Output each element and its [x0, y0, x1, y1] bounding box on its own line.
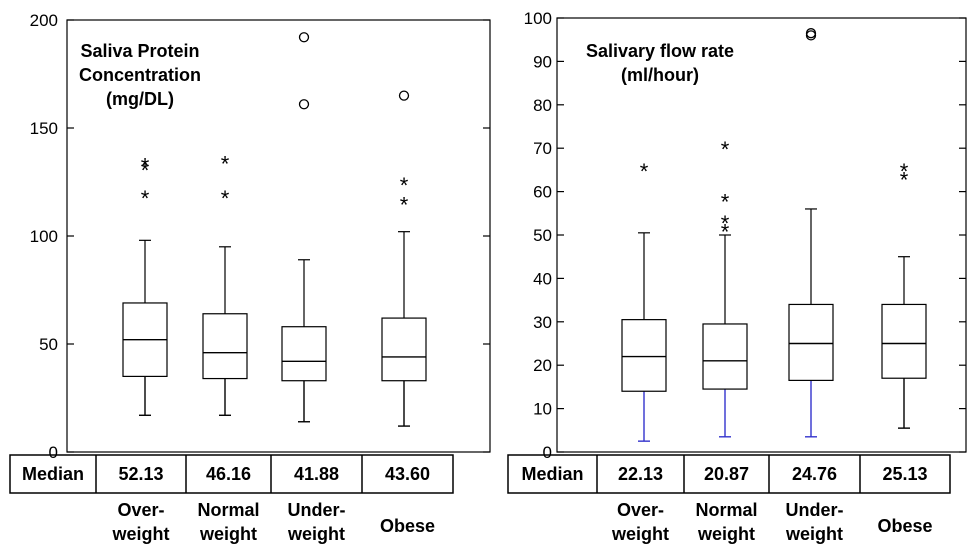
- outlier-circle: [805, 30, 817, 41]
- category-label-line: weight: [112, 524, 170, 544]
- category-label-line: weight: [785, 524, 843, 544]
- category-label-line: Normal: [695, 500, 757, 520]
- outlier-star: *: [640, 159, 649, 184]
- median-value: 22.13: [618, 464, 663, 484]
- y-tick-label: 0: [543, 443, 552, 462]
- outlier-circle: [298, 99, 310, 110]
- category-label-line: Normal: [197, 500, 259, 520]
- box-2: **: [202, 152, 248, 416]
- box-2: ****: [702, 137, 748, 438]
- category-label-line: weight: [697, 524, 755, 544]
- y-tick-label: 30: [533, 313, 552, 332]
- box-3: [788, 28, 834, 438]
- outlier-star: *: [900, 168, 909, 193]
- iqr-box: [202, 313, 248, 380]
- category-label-line: weight: [611, 524, 669, 544]
- iqr-box: [881, 303, 927, 379]
- median-table-frame: [507, 454, 951, 494]
- outlier-star: *: [141, 186, 150, 211]
- chart-title-line: Salivary flow rate: [586, 41, 734, 61]
- iqr-box: [281, 326, 327, 382]
- outlier-star: *: [141, 154, 150, 179]
- median-row-label: Median: [521, 464, 583, 484]
- box-3: [281, 32, 327, 423]
- iqr-box: [381, 317, 427, 382]
- outlier-star: *: [221, 186, 230, 211]
- category-label-line: Obese: [877, 516, 932, 536]
- outlier-star: *: [900, 159, 909, 184]
- y-tick-label: 100: [524, 9, 552, 28]
- box-4: **: [881, 159, 927, 429]
- outlier-circle: [398, 90, 410, 101]
- category-label-line: Over-: [617, 500, 664, 520]
- median-value: 46.16: [206, 464, 251, 484]
- box-1: ***: [122, 154, 168, 416]
- box-1: *: [621, 159, 667, 442]
- outlier-star: *: [721, 220, 730, 245]
- y-tick-label: 40: [533, 269, 552, 288]
- category-label-line: weight: [287, 524, 345, 544]
- y-tick-label: 20: [533, 356, 552, 375]
- y-tick-label: 90: [533, 52, 552, 71]
- category-label-line: Over-: [117, 500, 164, 520]
- outlier-star: *: [221, 152, 230, 177]
- outlier-star: *: [721, 211, 730, 236]
- outlier-star: *: [721, 137, 730, 162]
- chart-title-line: (mg/DL): [106, 89, 174, 109]
- median-value: 25.13: [882, 464, 927, 484]
- outlier-circle: [298, 32, 310, 43]
- chart-panel-1: 0 50 100 150 200 Saliva Protein Concentration (…: [9, 11, 491, 544]
- outlier-star: *: [721, 189, 730, 214]
- y-tick-label: 50: [533, 226, 552, 245]
- chart-title-line: (ml/hour): [621, 65, 699, 85]
- median-value: 41.88: [294, 464, 339, 484]
- category-label-line: Obese: [380, 516, 435, 536]
- median-value: 43.60: [385, 464, 430, 484]
- median-value: 20.87: [704, 464, 749, 484]
- outlier-circle: [805, 28, 817, 39]
- iqr-box: [702, 323, 748, 390]
- category-label-line: Under-: [786, 500, 844, 520]
- y-tick-label: 200: [30, 11, 58, 30]
- category-label-line: weight: [199, 524, 257, 544]
- iqr-box: [621, 319, 667, 392]
- median-row-label: Median: [22, 464, 84, 484]
- y-tick-label: 0: [49, 443, 58, 462]
- y-tick-label: 10: [533, 400, 552, 419]
- y-tick-label: 100: [30, 227, 58, 246]
- median-value: 24.76: [792, 464, 837, 484]
- y-tick-label: 150: [30, 119, 58, 138]
- y-tick-label: 50: [39, 335, 58, 354]
- y-tick-label: 70: [533, 139, 552, 158]
- chart-title-line: Concentration: [79, 65, 201, 85]
- median-table: Median 22.13 20.87 24.76 25.13: [507, 454, 951, 494]
- median-value: 52.13: [118, 464, 163, 484]
- outlier-star: *: [400, 173, 409, 198]
- y-tick-label: 80: [533, 96, 552, 115]
- box-4: **: [381, 90, 427, 427]
- y-tick-label: 60: [533, 183, 552, 202]
- median-table: Median 52.13 46.16 41.88 43.60: [9, 454, 454, 494]
- median-table-frame: [9, 454, 454, 494]
- category-label-line: Under-: [288, 500, 346, 520]
- chart-panel-2: 0 10 20 30 40 50 60 70 80 90 100 Salivary flow rate…: [507, 9, 967, 544]
- chart-title-line: Saliva Protein: [80, 41, 199, 61]
- outlier-star: *: [400, 193, 409, 218]
- outlier-star: *: [141, 158, 150, 183]
- iqr-box: [788, 303, 834, 381]
